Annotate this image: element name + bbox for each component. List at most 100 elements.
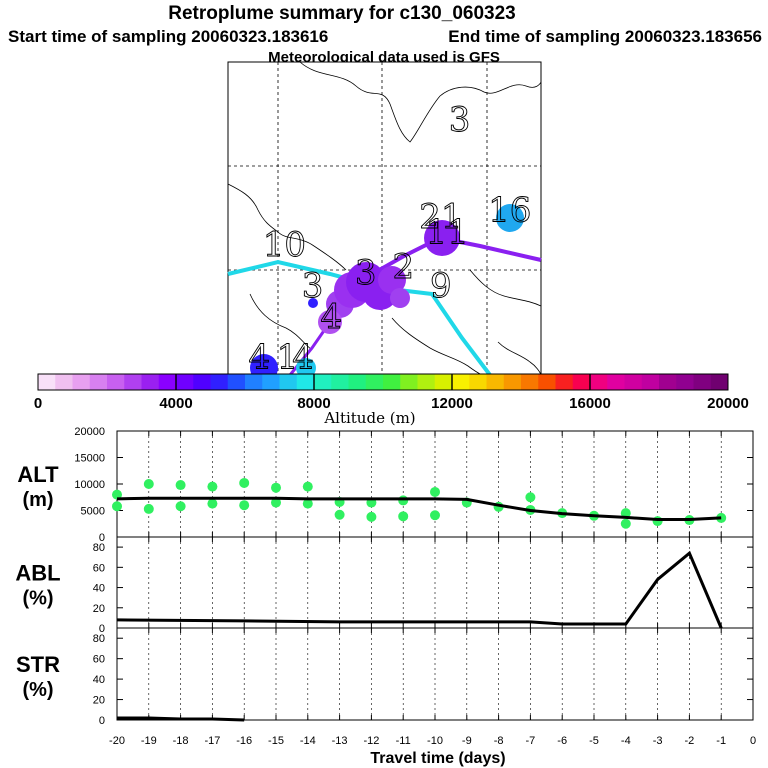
- y-tick-label: 20: [93, 695, 105, 707]
- colorbar-swatch: [314, 374, 332, 390]
- chart-title: Retroplume summary for c130_060323: [168, 3, 515, 24]
- map-day-label: 2: [392, 247, 414, 287]
- altitude-point: [398, 511, 409, 522]
- y-tick-label: 0: [99, 532, 105, 544]
- x-tick-label: -12: [363, 735, 379, 747]
- altitude-point: [430, 510, 440, 521]
- plume-blob: [424, 220, 460, 256]
- colorbar-swatch: [331, 374, 349, 390]
- x-tick-label: -4: [621, 735, 631, 747]
- colorbar-swatch: [693, 374, 712, 390]
- colorbar-tick-label: 4000: [159, 395, 192, 412]
- y-tick-label: 20000: [74, 426, 105, 438]
- map-day-label: 10: [263, 225, 306, 265]
- altitude-point: [302, 498, 313, 509]
- colorbar-swatch: [383, 374, 401, 390]
- altitude-point: [143, 479, 154, 489]
- plume-blob: [296, 358, 316, 378]
- colorbar-swatch: [227, 374, 246, 390]
- altitude-point: [271, 482, 281, 493]
- colorbar-swatch: [641, 374, 660, 390]
- colorbar-swatch: [158, 374, 177, 390]
- altitude-point: [398, 495, 409, 506]
- colorbar-swatch: [624, 374, 643, 390]
- colorbar-tick-label: 0: [34, 395, 42, 412]
- x-tick-label: -20: [109, 735, 125, 747]
- x-tick-label: -15: [268, 735, 284, 747]
- colorbar-swatch: [245, 374, 263, 390]
- y-tick-label: 0: [99, 715, 105, 727]
- altitude-point: [207, 498, 218, 509]
- x-tick-label: -18: [173, 735, 189, 747]
- end-time-label: End time of sampling 20060323.183656: [448, 27, 762, 46]
- start-time-label: Start time of sampling 20060323.183616: [8, 27, 328, 46]
- colorbar-swatch: [141, 374, 160, 390]
- x-tick-label: -9: [462, 735, 472, 747]
- colorbar-swatch: [452, 374, 470, 390]
- x-tick-label: -11: [396, 735, 411, 747]
- x-tick-label: -19: [141, 735, 157, 747]
- colorbar-swatch: [607, 374, 625, 390]
- map-day-label: 21: [419, 197, 462, 237]
- colorbar-swatch: [503, 374, 522, 390]
- colorbar-swatch: [400, 374, 418, 390]
- x-tick-label: -13: [332, 735, 348, 747]
- coastlines: [227, 61, 542, 376]
- y-tick-label: 80: [93, 542, 105, 554]
- colorbar-swatch: [124, 374, 142, 390]
- colorbar-swatch: [486, 374, 505, 390]
- series-line: [117, 716, 245, 722]
- colorbar-swatch: [38, 374, 56, 390]
- colorbar-swatch: [417, 374, 436, 390]
- x-tick-label: -3: [653, 735, 663, 747]
- x-tick-label: -5: [589, 735, 599, 747]
- map-day-label: 3: [302, 266, 324, 306]
- altitude-point: [652, 516, 663, 527]
- altitude-point: [207, 481, 218, 492]
- colorbar-swatch: [348, 374, 367, 390]
- altitude-point: [239, 477, 250, 488]
- panel-ylabel: (%): [22, 679, 53, 701]
- x-tick-label: -8: [494, 735, 504, 747]
- y-tick-label: 60: [93, 654, 105, 666]
- plume-cluster: [250, 204, 524, 382]
- panel-title: STR: [16, 652, 60, 677]
- colorbar-swatch: [572, 374, 591, 390]
- colorbar-swatch: [590, 374, 608, 390]
- map-day-label: 4: [320, 297, 342, 337]
- colorbar-swatch: [193, 374, 211, 390]
- panel-abl: 0 20 40 60 80 ABL(%): [15, 536, 754, 635]
- colorbar-swatch: [89, 374, 108, 390]
- altitude-point: [175, 501, 186, 512]
- colorbar-tick-label: 12000: [431, 395, 473, 412]
- colorbar-swatch: [296, 374, 315, 390]
- y-tick-label: 0: [99, 623, 105, 635]
- altitude-point: [112, 501, 122, 512]
- altitude-point: [112, 489, 122, 500]
- y-tick-label: 15000: [74, 453, 105, 465]
- y-tick-label: 80: [93, 633, 105, 645]
- time-series-panels: 05000100001500020000ALT(m)020406080ABL(%…: [15, 426, 756, 747]
- colorbar-swatch: [365, 374, 384, 390]
- colorbar-swatch: [469, 374, 487, 390]
- altitude-point: [175, 480, 186, 491]
- colorbar-swatch: [555, 374, 574, 390]
- colorbar: 0 4000 8000 12000 16000 20000: [34, 373, 749, 412]
- plume-blob: [318, 310, 342, 334]
- colorbar-label: Altitude (m): [323, 409, 415, 427]
- altitude-point: [143, 503, 154, 514]
- plume-blob: [496, 204, 524, 232]
- map-day-label: 11: [425, 213, 468, 253]
- colorbar-swatch: [210, 374, 229, 390]
- series-line: [116, 550, 723, 629]
- x-tick-label: -14: [300, 735, 316, 747]
- altitude-point: [271, 497, 281, 508]
- x-axis-label: Travel time (days): [370, 750, 505, 767]
- colorbar-swatch: [72, 374, 91, 390]
- plume-blob: [390, 288, 410, 308]
- altitude-point: [334, 509, 345, 520]
- y-tick-label: 5000: [81, 506, 105, 518]
- map-day-label: 3: [355, 253, 377, 293]
